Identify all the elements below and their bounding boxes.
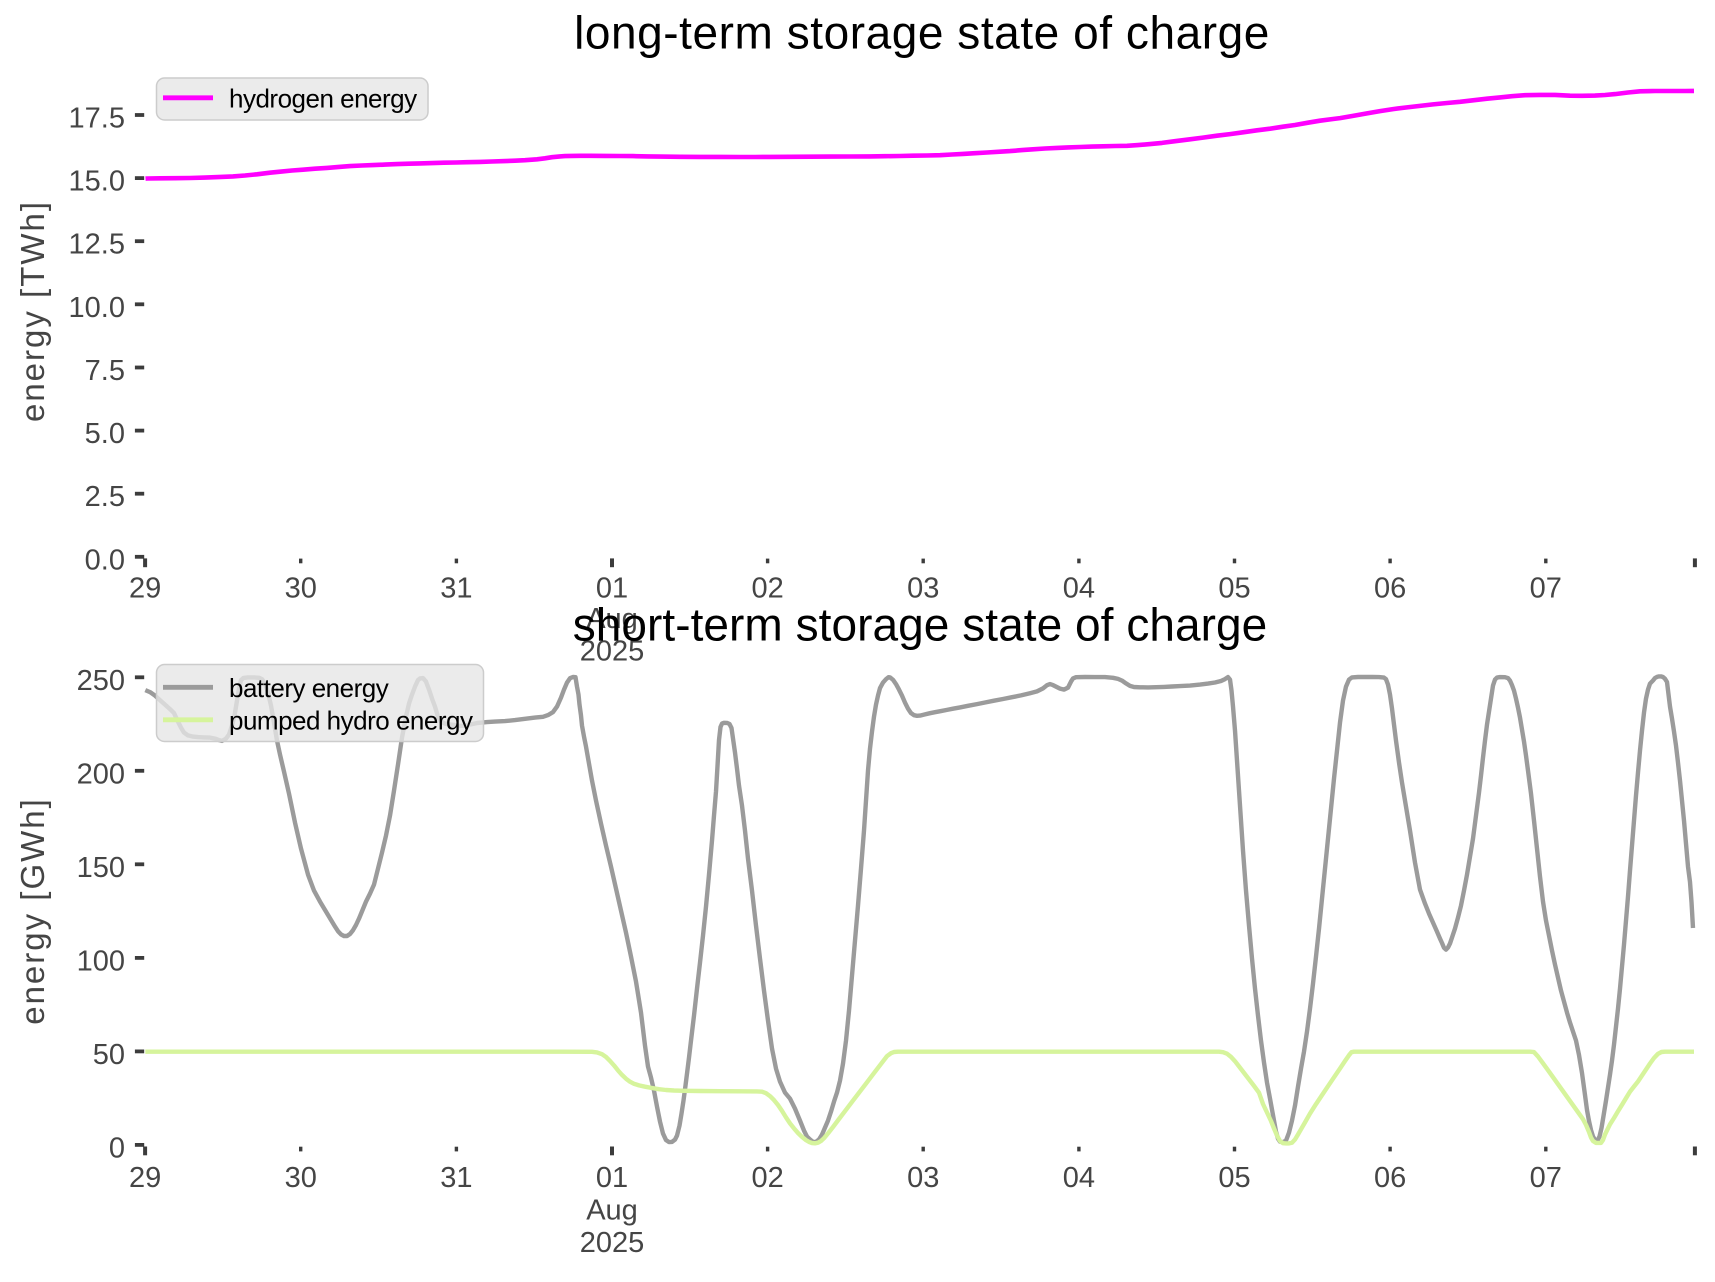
- svg-text:50: 50: [93, 1039, 125, 1071]
- svg-text:17.5: 17.5: [69, 103, 125, 135]
- svg-text:29: 29: [129, 1162, 161, 1194]
- svg-text:Aug: Aug: [586, 1195, 638, 1227]
- svg-text:15.0: 15.0: [69, 166, 125, 198]
- svg-text:01: 01: [596, 1162, 628, 1194]
- svg-text:02: 02: [751, 1162, 783, 1194]
- svg-text:31: 31: [440, 1162, 472, 1194]
- svg-text:30: 30: [285, 573, 317, 605]
- svg-text:30: 30: [285, 1162, 317, 1194]
- svg-text:long-term storage state of cha: long-term storage state of charge: [574, 7, 1270, 59]
- svg-text:06: 06: [1374, 573, 1406, 605]
- svg-text:2025: 2025: [580, 636, 645, 668]
- svg-text:short-term storage state of ch: short-term storage state of charge: [573, 599, 1268, 651]
- svg-text:05: 05: [1218, 573, 1250, 605]
- svg-text:02: 02: [751, 573, 783, 605]
- svg-text:12.5: 12.5: [69, 229, 125, 261]
- svg-text:2.5: 2.5: [85, 481, 125, 513]
- svg-text:100: 100: [77, 945, 125, 977]
- svg-text:200: 200: [77, 758, 125, 790]
- svg-text:0.0: 0.0: [85, 544, 125, 576]
- svg-text:29: 29: [129, 573, 161, 605]
- svg-text:04: 04: [1063, 1162, 1095, 1194]
- svg-text:07: 07: [1530, 573, 1562, 605]
- svg-text:hydrogen energy: hydrogen energy: [229, 84, 417, 114]
- svg-text:0: 0: [109, 1132, 125, 1164]
- svg-text:03: 03: [907, 573, 939, 605]
- svg-text:07: 07: [1530, 1162, 1562, 1194]
- svg-text:5.0: 5.0: [85, 418, 125, 450]
- svg-text:Aug: Aug: [586, 603, 638, 635]
- svg-text:05: 05: [1218, 1162, 1250, 1194]
- svg-text:battery energy: battery energy: [229, 673, 389, 703]
- svg-text:250: 250: [77, 665, 125, 697]
- svg-text:31: 31: [440, 573, 472, 605]
- svg-text:01: 01: [596, 573, 628, 605]
- svg-text:2025: 2025: [580, 1227, 645, 1259]
- svg-text:10.0: 10.0: [69, 292, 125, 324]
- svg-text:06: 06: [1374, 1162, 1406, 1194]
- svg-text:04: 04: [1063, 573, 1095, 605]
- svg-text:energy [GWh]: energy [GWh]: [14, 797, 51, 1025]
- svg-text:7.5: 7.5: [85, 355, 125, 387]
- svg-text:150: 150: [77, 852, 125, 884]
- svg-text:pumped hydro energy: pumped hydro energy: [229, 706, 473, 736]
- svg-text:03: 03: [907, 1162, 939, 1194]
- svg-text:energy [TWh]: energy [TWh]: [14, 200, 51, 422]
